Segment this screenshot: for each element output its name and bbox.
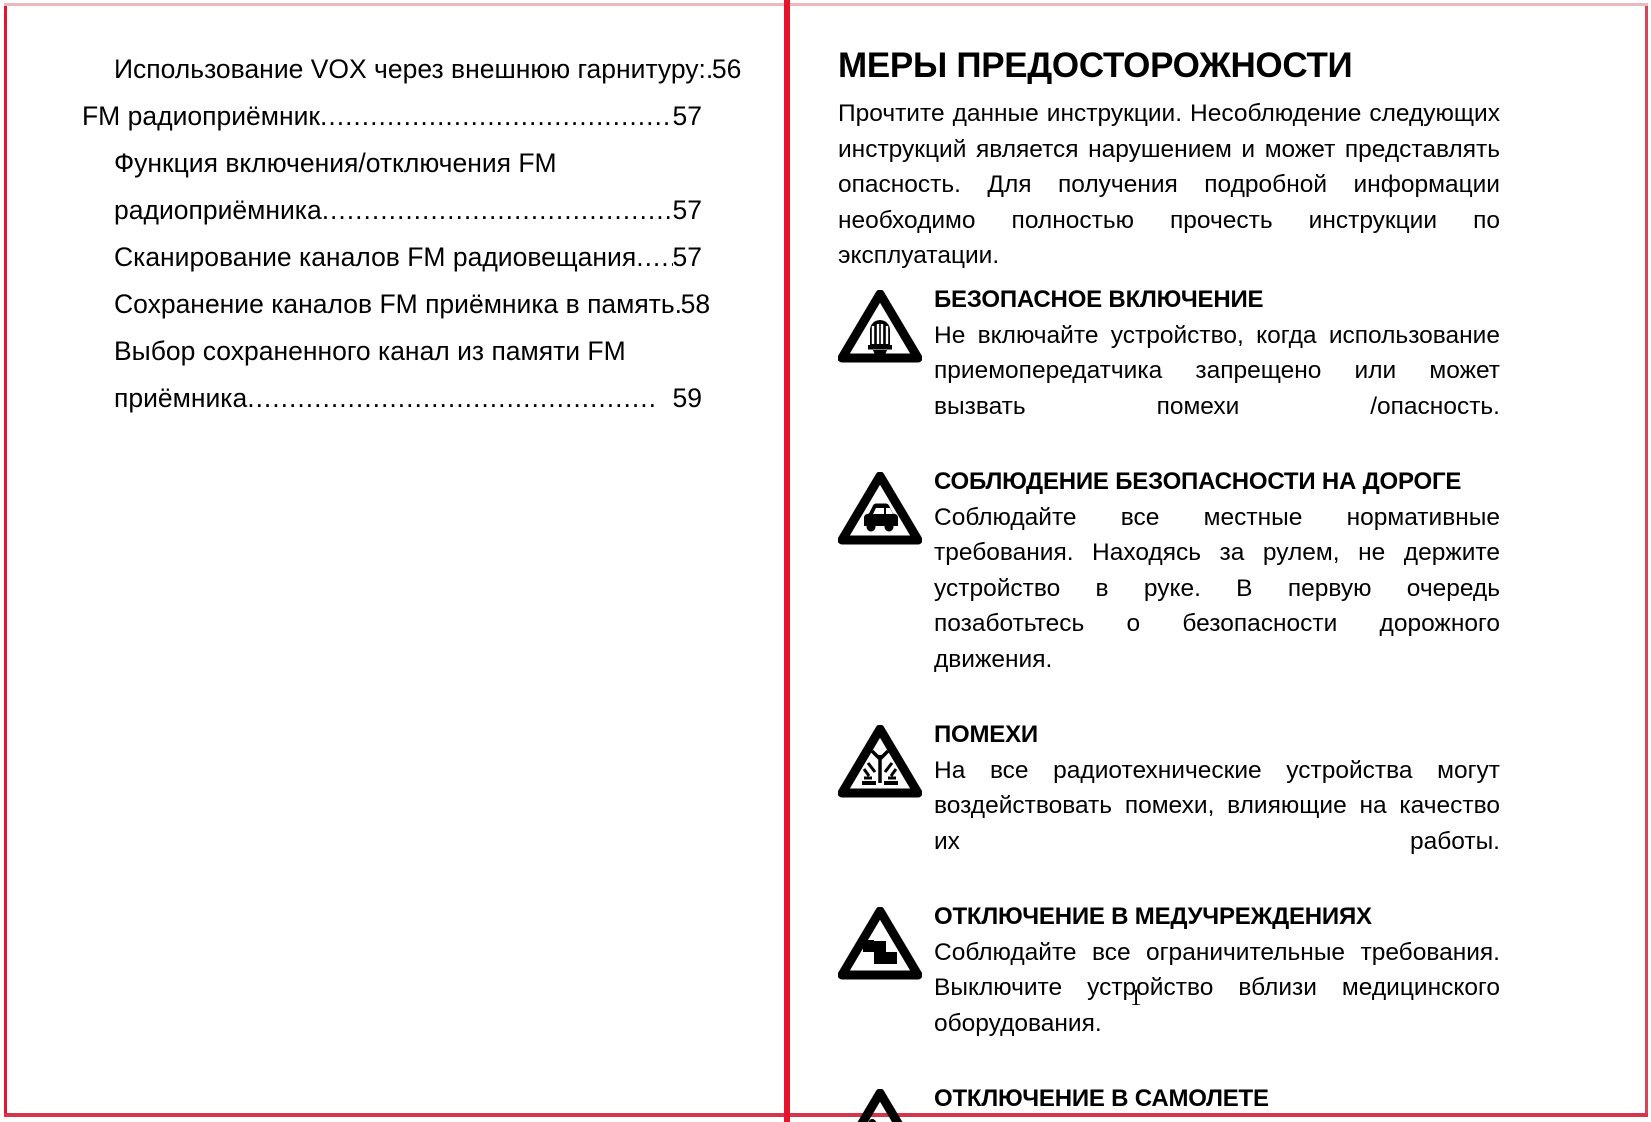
warning-block: БЕЗОПАСНОЕ ВКЛЮЧЕНИЕ Не включайте устрой… xyxy=(838,282,1500,460)
toc-entry[interactable]: Сканирование каналов FM радиовещания ...… xyxy=(82,234,702,281)
toc-entry-leader: ........................................… xyxy=(319,101,673,131)
triangle-power-on-icon xyxy=(838,282,934,364)
warning-title: БЕЗОПАСНОЕ ВКЛЮЧЕНИЕ xyxy=(934,285,1264,313)
toc-entry-leader: .. xyxy=(706,46,712,93)
triangle-car-icon xyxy=(838,464,934,546)
scan-border-top xyxy=(4,3,1648,6)
warning-title: ОТКЛЮЧЕНИЕ В МЕДУЧРЕЖДЕНИЯХ xyxy=(934,902,1372,930)
page-spine-divider xyxy=(784,0,790,1122)
toc-entry[interactable]: радиоприёмника .........................… xyxy=(82,187,702,234)
left-page: Использование VOX через внешнюю гарнитур… xyxy=(0,0,784,1122)
toc-entry[interactable]: приёмника ..............................… xyxy=(82,375,702,422)
triangle-airplane-icon xyxy=(838,1081,934,1122)
scan-border-left xyxy=(4,6,7,1116)
toc-entry-leader: ........... xyxy=(636,242,672,272)
toc-entry[interactable]: Сохранение каналов FM приёмника в память… xyxy=(82,281,710,328)
warning-title: СОБЛЮДЕНИЕ БЕЗОПАСНОСТИ НА ДОРОГЕ xyxy=(934,467,1462,495)
toc-entry[interactable]: Использование VOX через внешнюю гарнитур… xyxy=(82,46,741,93)
triangle-medical-cross-icon xyxy=(838,899,934,981)
toc-entry-page: 56 xyxy=(711,54,742,84)
toc-entry-leader: ...... xyxy=(675,281,681,328)
toc-entry-page: 57 xyxy=(672,242,702,272)
toc-entry-label: Функция включения/отключения FM xyxy=(114,148,557,178)
toc-entry-page: 57 xyxy=(672,195,702,225)
toc-entry[interactable]: Выбор сохраненного канал из памяти FM xyxy=(82,328,702,375)
warning-block: СОБЛЮДЕНИЕ БЕЗОПАСНОСТИ НА ДОРОГЕ Соблюд… xyxy=(838,464,1500,713)
toc-entry-label: приёмника xyxy=(114,383,248,413)
warning-block: ПОМЕХИ На все радиотехнические устройств… xyxy=(838,717,1500,895)
warning-text: Соблюдайте все ограничительные требовани… xyxy=(934,1117,1500,1122)
toc-entry[interactable]: Функция включения/отключения FM xyxy=(82,140,702,187)
toc-entry-page: 57 xyxy=(672,101,702,131)
page-title: МЕРЫ ПРЕДОСТОРОЖНОСТИ xyxy=(838,46,1353,85)
warning-block: ОТКЛЮЧЕНИЕ В МЕДУЧРЕЖДЕНИЯХ Соблюдайте в… xyxy=(838,899,1500,1077)
warning-text: Не включайте устройство, когда использов… xyxy=(934,321,1500,420)
toc-entry-page: 58 xyxy=(680,289,711,319)
intro-paragraph: Прочтите данные инструкции. Несоблюдение… xyxy=(838,100,1500,269)
warning-block: ОТКЛЮЧЕНИЕ В САМОЛЕТЕ Соблюдайте все огр… xyxy=(838,1081,1500,1122)
toc-entry-page: 59 xyxy=(672,383,702,413)
page-number: 1 xyxy=(1130,985,1142,1010)
right-page: МЕРЫ ПРЕДОСТОРОЖНОСТИ Прочтите данные ин… xyxy=(790,0,1651,1122)
scan-border-right xyxy=(1645,6,1648,1116)
table-of-contents: Использование VOX через внешнюю гарнитур… xyxy=(82,46,741,422)
warning-title: ОТКЛЮЧЕНИЕ В САМОЛЕТЕ xyxy=(934,1084,1269,1112)
warning-text: Соблюдайте все ограничительные требовани… xyxy=(934,938,1500,1037)
warning-title: ПОМЕХИ xyxy=(934,720,1038,748)
toc-entry-label: FM радиоприёмник xyxy=(82,101,320,131)
toc-entry-label: Использование VOX через внешнюю гарнитур… xyxy=(114,54,706,84)
warning-text: Соблюдайте все местные нормативные требо… xyxy=(934,503,1500,673)
warning-text: На все радиотехнические устройства могут… xyxy=(934,756,1500,855)
toc-entry[interactable]: FM радиоприёмник .......................… xyxy=(82,93,702,140)
scan-border-bottom xyxy=(4,1113,1648,1117)
toc-entry-label: Сканирование каналов FM радиовещания xyxy=(114,242,637,272)
triangle-interference-antenna-icon xyxy=(838,717,934,799)
toc-entry-label: радиоприёмника xyxy=(114,195,322,225)
toc-entry-leader: ........................................… xyxy=(247,383,657,413)
toc-entry-label: Сохранение каналов FM приёмника в память xyxy=(114,289,675,319)
toc-entry-label: Выбор сохраненного канал из памяти FM xyxy=(114,336,626,366)
toc-entry-leader: ........................................… xyxy=(321,195,673,225)
